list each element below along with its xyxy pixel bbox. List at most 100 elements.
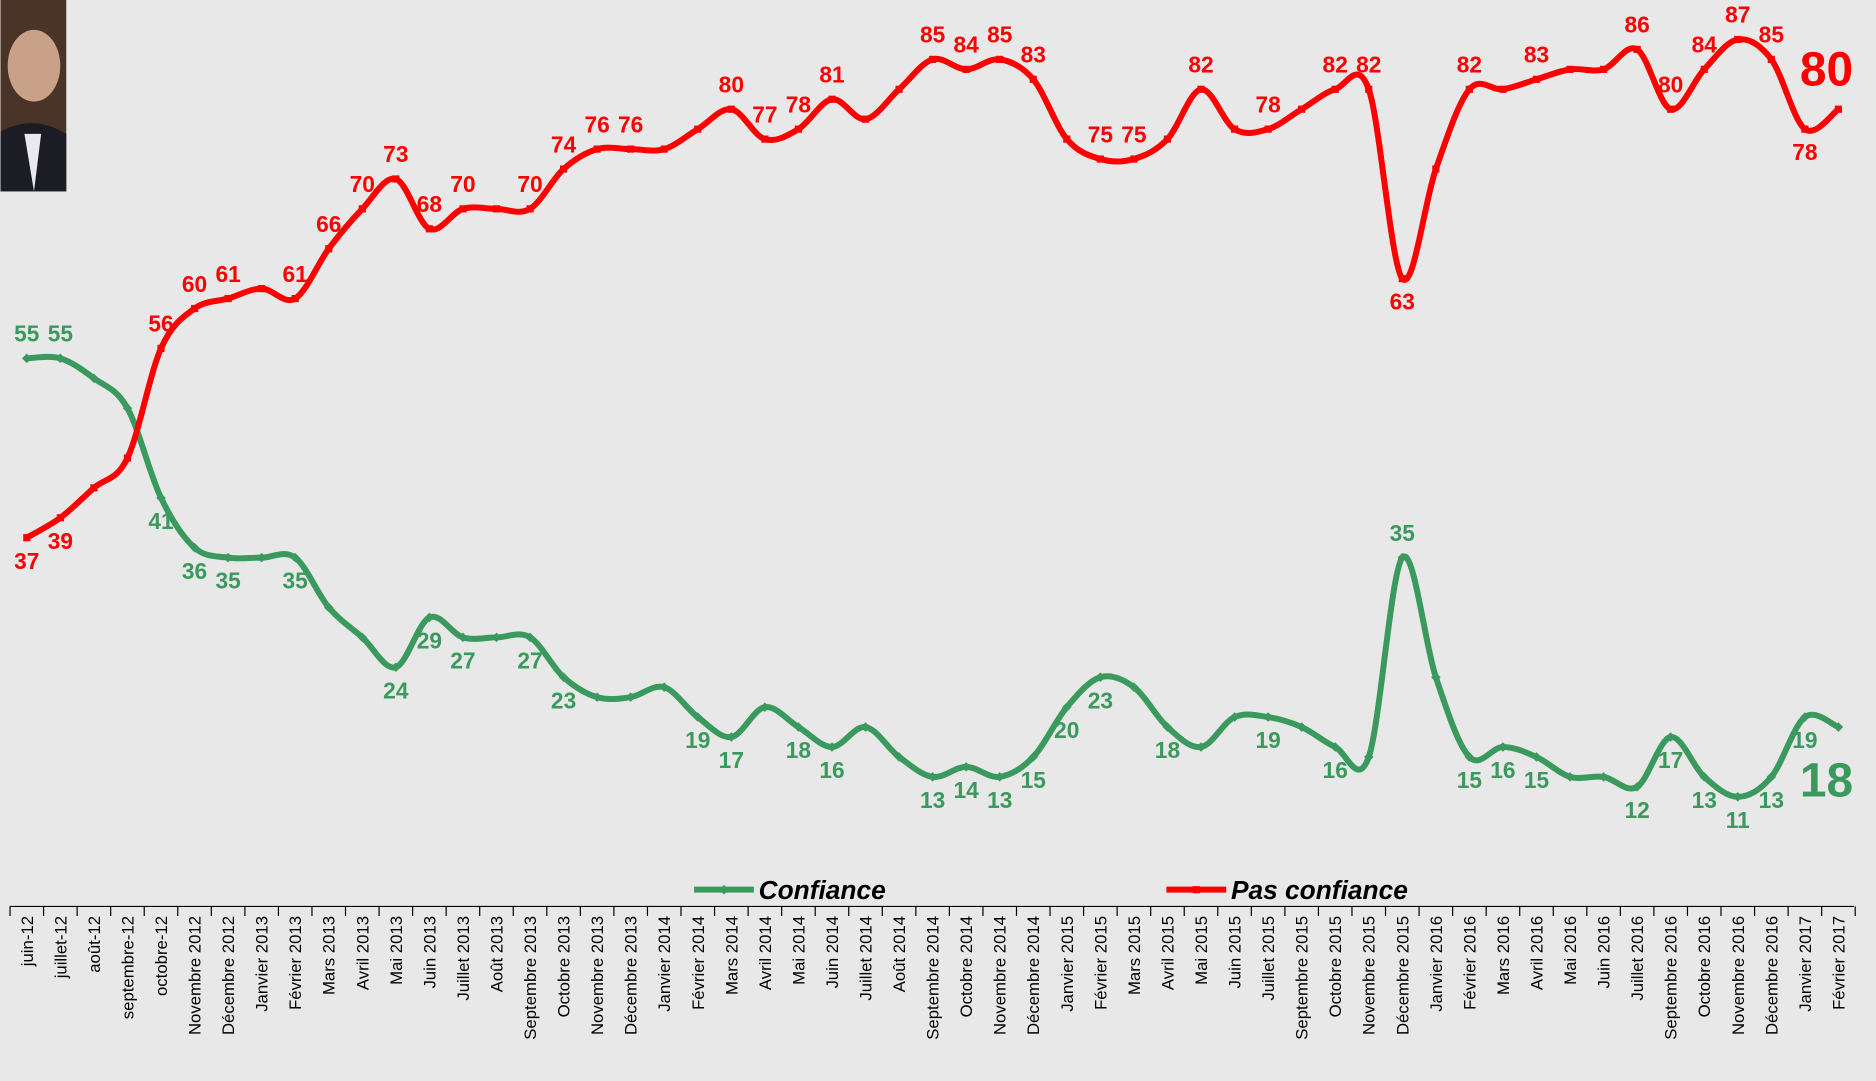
x-tick-label: Mai 2016 — [1561, 916, 1580, 985]
marker — [559, 165, 568, 173]
x-tick-label: Mai 2015 — [1192, 916, 1211, 985]
data-label: 78 — [786, 91, 811, 117]
x-tick-label: Mai 2013 — [387, 916, 406, 985]
x-tick-label: Janvier 2013 — [253, 916, 272, 1012]
marker — [1330, 742, 1340, 752]
data-label: 17 — [719, 747, 744, 773]
data-label: 35 — [1390, 520, 1415, 546]
x-tick-label: Janvier 2014 — [655, 916, 674, 1012]
marker — [391, 662, 401, 673]
data-label: 80 — [719, 71, 744, 97]
marker — [1598, 772, 1609, 782]
marker — [1464, 752, 1475, 762]
marker — [894, 752, 904, 762]
marker — [1499, 85, 1507, 93]
marker — [1600, 65, 1608, 73]
marker — [1263, 712, 1273, 722]
marker — [895, 85, 903, 93]
data-label: 23 — [551, 687, 576, 713]
marker — [660, 145, 668, 153]
marker — [1365, 85, 1373, 93]
marker — [1632, 782, 1642, 792]
marker — [1531, 752, 1542, 762]
x-tick-label: Septembre 2015 — [1293, 916, 1312, 1040]
marker — [491, 632, 502, 643]
x-tick-label: Octobre 2014 — [957, 916, 976, 1017]
data-label: 18 — [786, 737, 811, 763]
marker — [392, 175, 400, 183]
x-tick-label: Février 2017 — [1829, 916, 1848, 1010]
data-label: 13 — [920, 787, 945, 813]
marker — [1431, 672, 1441, 683]
marker — [1667, 105, 1675, 113]
marker — [1801, 125, 1809, 133]
data-label: 76 — [618, 111, 643, 137]
legend-item: Confiance — [694, 875, 886, 905]
data-label: 35 — [215, 568, 240, 594]
data-label: 15 — [1524, 767, 1549, 793]
x-tick-label: Juin 2016 — [1595, 916, 1614, 989]
data-label: 35 — [283, 568, 308, 594]
marker — [1296, 722, 1307, 732]
marker — [223, 552, 233, 563]
marker — [1130, 155, 1138, 163]
data-label: 87 — [1725, 2, 1750, 28]
x-tick-label: Novembre 2016 — [1729, 916, 1748, 1035]
x-tick-label: Novembre 2013 — [588, 916, 607, 1035]
data-label: 19 — [1255, 727, 1280, 753]
x-tick-label: Décembre 2012 — [219, 916, 238, 1035]
marker — [1700, 65, 1708, 73]
marker — [827, 742, 837, 752]
data-label: 75 — [1121, 121, 1146, 147]
marker — [1229, 712, 1240, 722]
data-label: 39 — [48, 528, 73, 554]
x-tick-label: Juin 2013 — [420, 916, 439, 989]
marker — [1196, 742, 1206, 752]
marker — [256, 552, 267, 563]
marker — [592, 692, 602, 702]
data-label: 55 — [48, 321, 73, 347]
marker — [1028, 752, 1039, 762]
data-label: 82 — [1457, 52, 1482, 78]
data-label: 19 — [685, 727, 710, 753]
data-label: 17 — [1658, 747, 1683, 773]
marker — [1062, 702, 1072, 712]
x-tick-label: Juillet 2013 — [454, 916, 473, 1001]
data-label: 82 — [1356, 52, 1381, 78]
data-label: 18 — [1800, 754, 1853, 807]
x-tick-label: Février 2014 — [689, 916, 708, 1010]
data-label: 36 — [182, 558, 207, 584]
x-tick-label: Avril 2013 — [353, 916, 372, 990]
marker — [122, 403, 133, 413]
x-tick-label: Février 2013 — [286, 916, 305, 1010]
x-tick-label: septembre-12 — [118, 916, 137, 1019]
marker — [1095, 672, 1106, 683]
data-label: 60 — [182, 271, 207, 297]
marker — [1398, 275, 1406, 283]
data-label: 29 — [417, 628, 442, 654]
marker — [1766, 772, 1777, 782]
marker — [1834, 105, 1843, 113]
data-label: 13 — [987, 787, 1012, 813]
marker — [727, 105, 735, 113]
data-label: 84 — [954, 32, 980, 58]
data-label: 76 — [584, 111, 609, 137]
x-tick-label: Février 2015 — [1091, 916, 1110, 1010]
marker — [357, 632, 368, 643]
marker — [459, 205, 467, 213]
marker — [290, 552, 300, 563]
marker — [1665, 732, 1676, 742]
x-tick-label: Décembre 2016 — [1762, 916, 1781, 1035]
x-tick-label: Janvier 2017 — [1796, 916, 1815, 1012]
marker — [157, 344, 165, 352]
x-tick-label: Mars 2015 — [1125, 916, 1144, 995]
x-tick-label: Juin 2015 — [1226, 916, 1245, 989]
x-tick-label: Mars 2013 — [320, 916, 339, 995]
data-label: 61 — [283, 261, 308, 287]
data-label: 66 — [316, 211, 341, 237]
data-label: 12 — [1625, 797, 1650, 823]
data-label: 70 — [450, 171, 475, 197]
data-label: 81 — [819, 62, 844, 88]
marker — [492, 205, 501, 213]
legend-marker — [719, 884, 729, 895]
